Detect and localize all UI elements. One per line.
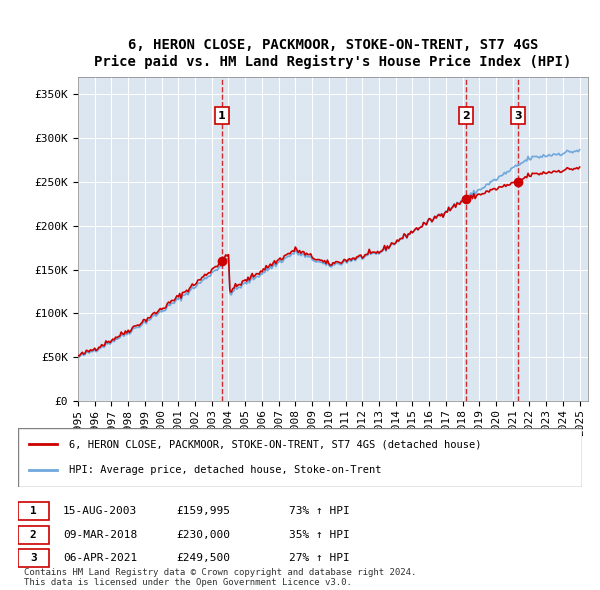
- Text: 1: 1: [30, 506, 37, 516]
- FancyBboxPatch shape: [18, 428, 582, 487]
- FancyBboxPatch shape: [18, 526, 49, 543]
- FancyBboxPatch shape: [18, 549, 49, 567]
- Text: 73% ↑ HPI: 73% ↑ HPI: [289, 506, 349, 516]
- Text: 2: 2: [30, 530, 37, 539]
- Text: 3: 3: [30, 553, 37, 563]
- Text: £249,500: £249,500: [176, 553, 230, 563]
- FancyBboxPatch shape: [18, 502, 49, 520]
- Text: £159,995: £159,995: [176, 506, 230, 516]
- Text: £230,000: £230,000: [176, 530, 230, 539]
- Title: 6, HERON CLOSE, PACKMOOR, STOKE-ON-TRENT, ST7 4GS
Price paid vs. HM Land Registr: 6, HERON CLOSE, PACKMOOR, STOKE-ON-TRENT…: [94, 38, 572, 68]
- Text: 06-APR-2021: 06-APR-2021: [63, 553, 137, 563]
- Text: 2: 2: [462, 111, 470, 120]
- Text: 27% ↑ HPI: 27% ↑ HPI: [289, 553, 349, 563]
- Text: 3: 3: [514, 111, 521, 120]
- Text: Contains HM Land Registry data © Crown copyright and database right 2024.
This d: Contains HM Land Registry data © Crown c…: [24, 568, 416, 587]
- Text: 35% ↑ HPI: 35% ↑ HPI: [289, 530, 349, 539]
- Text: 1: 1: [218, 111, 226, 120]
- Text: HPI: Average price, detached house, Stoke-on-Trent: HPI: Average price, detached house, Stok…: [69, 466, 381, 475]
- Text: 09-MAR-2018: 09-MAR-2018: [63, 530, 137, 539]
- Text: 15-AUG-2003: 15-AUG-2003: [63, 506, 137, 516]
- Text: 6, HERON CLOSE, PACKMOOR, STOKE-ON-TRENT, ST7 4GS (detached house): 6, HERON CLOSE, PACKMOOR, STOKE-ON-TRENT…: [69, 440, 481, 449]
